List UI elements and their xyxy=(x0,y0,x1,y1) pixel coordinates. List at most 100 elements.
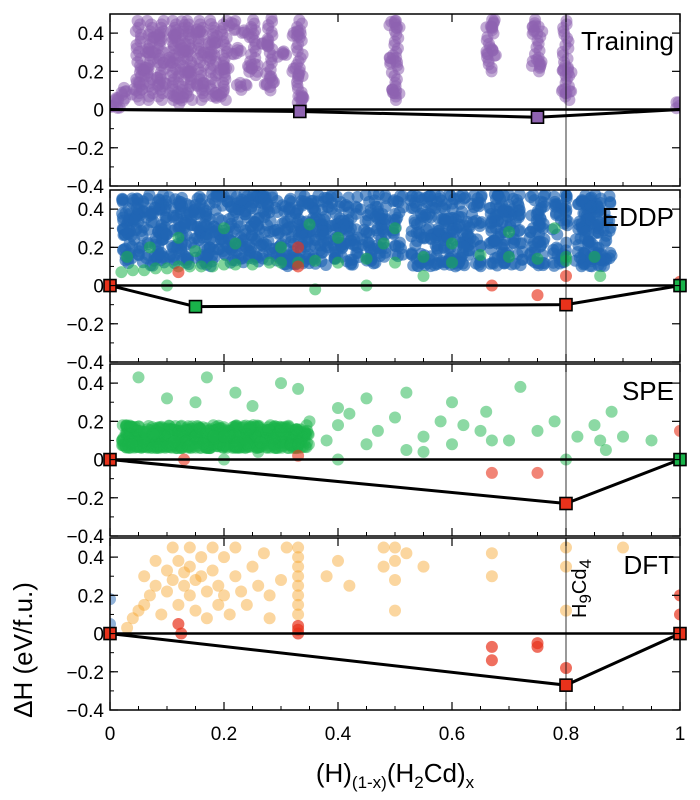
dft-orange-point xyxy=(149,579,162,592)
dft-blue-point xyxy=(110,593,116,606)
eddp-blue-point xyxy=(360,226,373,239)
spe-green-point xyxy=(605,405,618,418)
eddp-blue-point xyxy=(362,239,375,252)
dft-orange-point xyxy=(166,574,179,587)
eddp-blue-point xyxy=(284,211,297,224)
eddp-green-point xyxy=(389,222,401,235)
y-axis-title: ΔH (eV/f.u.) xyxy=(8,582,38,718)
eddp-blue-point xyxy=(117,223,130,236)
eddp-green-point xyxy=(138,264,151,277)
eddp-blue-point xyxy=(281,223,294,236)
eddp-blue-point xyxy=(144,209,157,222)
eddp-green-point xyxy=(332,231,344,244)
y-tick-label: −0.2 xyxy=(66,489,104,510)
eddp-green-point xyxy=(183,260,196,273)
dft-orange-point xyxy=(389,554,401,567)
spe-green-point xyxy=(417,430,430,443)
spe-green-point xyxy=(207,430,220,443)
hull-vertex-marker xyxy=(559,678,573,692)
dft-orange-point xyxy=(200,585,213,598)
dft-orange-point xyxy=(229,570,242,583)
y-tick-label: 0 xyxy=(93,625,104,646)
dft-orange-point xyxy=(200,612,213,625)
annotation-sub2: 4 xyxy=(576,559,595,568)
eddp-green-point xyxy=(503,250,515,263)
y-tick-label: −0.4 xyxy=(66,527,104,548)
y-tick-label: 0.4 xyxy=(78,548,105,569)
spe-green-point xyxy=(594,434,607,447)
eddp-blue-point xyxy=(484,243,497,256)
eddp-blue-point xyxy=(457,240,470,253)
dft-orange-point xyxy=(183,560,196,573)
training-point xyxy=(214,63,227,76)
eddp-blue-point xyxy=(583,213,596,226)
dft-red-point xyxy=(172,618,185,630)
dft-orange-point xyxy=(332,554,344,567)
eddp-green-point xyxy=(263,256,276,269)
eddp-green-point xyxy=(446,237,458,250)
x-tick-label: 1 xyxy=(675,724,686,745)
training-point xyxy=(293,14,306,27)
spe-green-point xyxy=(230,441,243,454)
training-point xyxy=(147,31,160,44)
spe-green-point xyxy=(320,434,333,447)
spe-red-point xyxy=(531,466,544,479)
convex-hull-line xyxy=(110,108,680,119)
eddp-green-point xyxy=(121,250,134,263)
eddp-green-point xyxy=(309,254,322,267)
spe-green-point xyxy=(548,415,561,428)
y-tick-label: 0.4 xyxy=(78,200,105,221)
spe-green-point xyxy=(125,437,138,450)
eddp-blue-point xyxy=(245,200,258,213)
spe-green-point xyxy=(147,427,160,440)
training-point xyxy=(228,17,241,30)
dft-orange-point xyxy=(263,589,276,602)
spe-green-point xyxy=(252,445,265,458)
y-tick-label: 0.2 xyxy=(78,412,104,433)
training-point xyxy=(170,24,183,37)
training-point xyxy=(242,60,255,73)
dft-orange-point xyxy=(132,604,145,617)
eddp-green-point xyxy=(594,270,607,282)
dft-orange-point xyxy=(246,560,259,573)
x-title-mid2: Cd) xyxy=(424,758,466,788)
hull-vertex-marker xyxy=(188,299,203,314)
dft-orange-point xyxy=(195,551,208,564)
eddp-blue-point xyxy=(224,190,237,201)
dft-orange-point xyxy=(166,541,179,554)
training-point xyxy=(208,37,221,50)
eddp-blue-point xyxy=(228,203,241,216)
eddp-blue-point xyxy=(537,190,550,203)
eddp-green-point xyxy=(446,256,458,269)
y-tick-label: 0.2 xyxy=(78,238,104,259)
spe-green-point xyxy=(175,419,188,432)
spe-green-point xyxy=(244,421,257,434)
panel-dft: −0.4 −0.2 0 0.2 0.4 DFT 0 0.2 0.4 0.6 0.8 1 xyxy=(66,537,687,745)
eddp-green-point xyxy=(149,262,162,275)
annotation-mid: Cd xyxy=(569,569,591,595)
eddp-blue-point xyxy=(209,203,222,216)
dft-orange-point xyxy=(161,585,173,598)
dft-orange-point xyxy=(212,579,225,592)
eddp-blue-point xyxy=(363,195,376,208)
spe-green-point xyxy=(262,421,275,434)
dft-orange-point xyxy=(161,564,173,577)
eddp-blue-point xyxy=(423,207,436,220)
eddp-green-point xyxy=(172,231,185,244)
spe-green-point xyxy=(588,419,601,432)
spe-green-point xyxy=(480,405,493,418)
training-point xyxy=(485,20,498,33)
dft-orange-point xyxy=(389,604,401,617)
eddp-blue-point xyxy=(466,208,479,221)
dft-orange-point xyxy=(292,551,305,564)
y-tick-label: −0.2 xyxy=(66,315,104,336)
training-point xyxy=(181,14,194,27)
eddp-blue-point xyxy=(514,237,527,250)
eddp-blue-point xyxy=(586,238,599,251)
eddp-blue-point xyxy=(345,257,358,270)
dft-orange-point xyxy=(183,589,196,602)
spe-green-point xyxy=(182,440,195,453)
panels-group: −0.4 −0.2 0 0.2 0.4 Training −0.4 −0.2 0 0.2 0.4 ED… xyxy=(66,13,687,745)
dft-orange-point xyxy=(183,541,196,554)
dft-orange-point xyxy=(292,589,305,602)
